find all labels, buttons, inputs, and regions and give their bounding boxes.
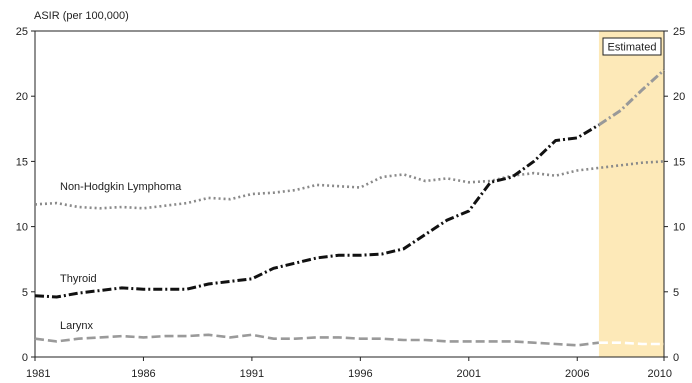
y-tick-label-left: 25 [16, 26, 28, 38]
plot-area: 0 0 5 5 10 10 15 15 20 20 25 25 1981 1986 1991 1996 2001… [16, 26, 686, 380]
y-axis-title: ASIR (per 100,000) [34, 10, 129, 22]
y-tick-label-right: 25 [673, 26, 685, 38]
y-tick-label-right: 20 [673, 91, 685, 103]
x-tick-label: 1991 [240, 368, 264, 380]
estimated-label: Estimated [608, 42, 657, 54]
series-line-thyroid-estimated [598, 68, 666, 127]
x-tick-label: 2001 [457, 368, 481, 380]
series-label-thyroid: Thyroid [60, 273, 97, 285]
y-tick-label-left: 15 [16, 156, 28, 168]
x-tick-label: 2006 [565, 368, 589, 380]
y-tick-label-left: 20 [16, 91, 28, 103]
plot-frame [34, 30, 665, 358]
series-line-larynx [34, 333, 600, 347]
y-tick-label-right: 5 [673, 287, 679, 299]
series-line-non-hodgkin-lymphoma [34, 160, 665, 210]
y-tick-label-left: 5 [22, 287, 28, 299]
x-tick-label: 1986 [131, 368, 155, 380]
x-tick-label: 1981 [26, 368, 50, 380]
estimated-label-box [602, 37, 662, 56]
y-tick-label-left: 10 [16, 222, 28, 234]
x-tick-label: 2010 [648, 368, 672, 380]
y-tick-label-right: 15 [673, 156, 685, 168]
y-tick-label-right: 10 [673, 222, 685, 234]
x-tick-label: 1996 [348, 368, 372, 380]
series-line-thyroid [34, 123, 600, 299]
y-tick-label-left: 0 [22, 352, 28, 364]
estimated-region [598, 31, 664, 357]
series-label-larynx: Larynx [60, 320, 94, 332]
series-line-larynx-estimated [598, 341, 664, 346]
series-label-non-hodgkin-lymphoma: Non-Hodgkin Lymphoma [60, 181, 182, 193]
y-tick-label-right: 0 [673, 352, 679, 364]
